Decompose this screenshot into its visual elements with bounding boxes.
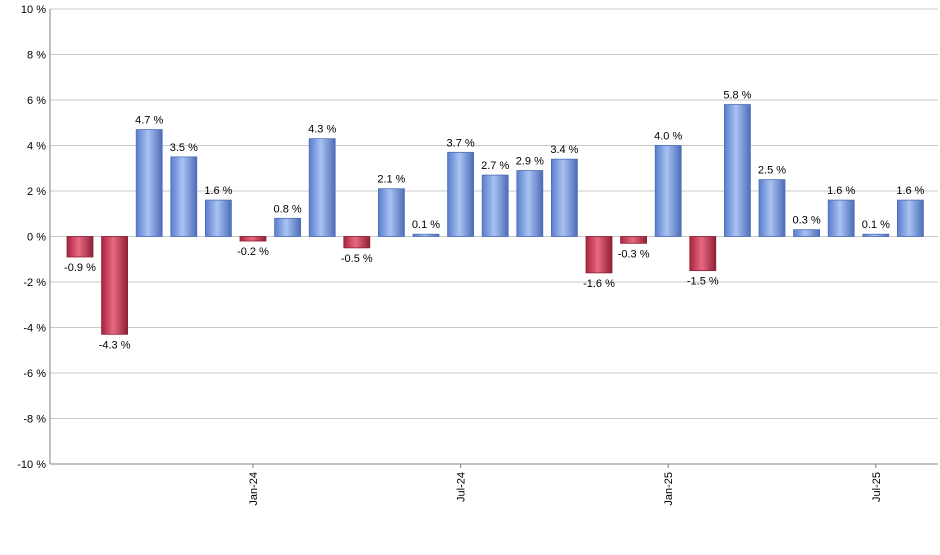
- bar-aug-25: [897, 199, 924, 237]
- y-tick-label: -2 %: [23, 277, 46, 289]
- bar-nov-23: [170, 156, 198, 237]
- bar-value-label: 4.0 %: [654, 131, 682, 143]
- bar-value-label: -1.5 %: [687, 276, 719, 288]
- bar-value-label: 3.5 %: [170, 142, 198, 154]
- bar-value-label: -0.3 %: [618, 248, 650, 260]
- bar-value-labels: -0.9 % -4.3 % 4.7 % 3.5 % 1.6 % -0.2 % 0.8 % 4.…: [64, 90, 925, 352]
- bar-apr-25: [758, 179, 786, 237]
- bar-value-label: -0.9 %: [64, 262, 96, 274]
- bars: [66, 104, 924, 335]
- bar-value-label: 0.8 %: [274, 203, 302, 215]
- bar-dec-24: [620, 236, 647, 244]
- bar-dec-23: [204, 199, 232, 237]
- y-tick-label: 0 %: [27, 232, 46, 244]
- x-tick-label: Jan-25: [663, 472, 675, 506]
- bar-aug-24: [481, 174, 509, 237]
- y-axis-tick-labels: 10 % 8 % 6 % 4 % 2 % 0 % -2 % -4 % -6 % -8 % -10 %: [17, 4, 46, 471]
- bar-value-label: -0.2 %: [237, 246, 269, 258]
- bar-value-label: 3.4 %: [550, 144, 578, 156]
- x-axis-tick-labels: Jan-24 Jul-24 Jan-25 Jul-25: [248, 464, 883, 506]
- bar-mar-25: [724, 104, 751, 237]
- bar-value-label: -0.5 %: [341, 253, 373, 265]
- bar-value-label: 2.9 %: [516, 156, 544, 168]
- bar-value-label: 3.7 %: [447, 137, 475, 149]
- bar-value-label: 1.6 %: [827, 185, 855, 197]
- bar-oct-24: [551, 158, 578, 237]
- x-tick-label: Jul-25: [871, 472, 883, 502]
- y-tick-label: -4 %: [23, 323, 46, 335]
- x-tick-label: Jan-24: [248, 472, 260, 506]
- bar-sep-23: [101, 236, 128, 335]
- bar-sep-24: [516, 170, 544, 237]
- y-tick-label: 4 %: [27, 141, 46, 153]
- bar-value-label: 0.1 %: [862, 219, 890, 231]
- y-tick-label: -10 %: [17, 459, 46, 471]
- bar-jul-25: [862, 233, 890, 237]
- bar-value-label: 2.1 %: [377, 174, 405, 186]
- bar-oct-23: [135, 129, 163, 237]
- y-tick-label: 2 %: [27, 186, 46, 198]
- bar-value-label: 2.7 %: [481, 160, 509, 172]
- bar-value-label: 0.1 %: [412, 219, 440, 231]
- y-tick-label: 6 %: [27, 95, 46, 107]
- bar-value-label: 4.7 %: [135, 115, 163, 127]
- bar-value-label: -4.3 %: [99, 339, 131, 351]
- bar-value-label: 1.6 %: [204, 185, 232, 197]
- bar-may-24: [377, 188, 405, 237]
- bar-jan-25: [654, 145, 682, 237]
- bar-mar-24: [308, 138, 336, 237]
- bar-value-label: 1.6 %: [896, 185, 924, 197]
- bar-feb-25: [689, 236, 717, 272]
- y-tick-label: -6 %: [23, 368, 46, 380]
- y-tick-label: 8 %: [27, 50, 46, 62]
- bar-jul-24: [447, 151, 475, 237]
- bar-may-25: [793, 229, 820, 237]
- bar-jun-24: [412, 233, 440, 237]
- bar-value-label: 5.8 %: [723, 90, 751, 102]
- y-tick-label: -8 %: [23, 414, 46, 426]
- bar-value-label: 4.3 %: [308, 124, 336, 136]
- bar-jan-24: [239, 236, 267, 242]
- bar-feb-24: [274, 217, 302, 237]
- bar-value-label: 0.3 %: [793, 215, 821, 227]
- y-tick-label: 10 %: [21, 4, 46, 16]
- bar-value-label: 2.5 %: [758, 165, 786, 177]
- bar-nov-24: [585, 236, 613, 274]
- bar-aug-23: [66, 236, 94, 258]
- bar-value-label: -1.6 %: [583, 278, 615, 290]
- bar-apr-24: [343, 236, 371, 249]
- x-tick-label: Jul-24: [456, 472, 468, 502]
- bar-jun-25: [827, 199, 855, 237]
